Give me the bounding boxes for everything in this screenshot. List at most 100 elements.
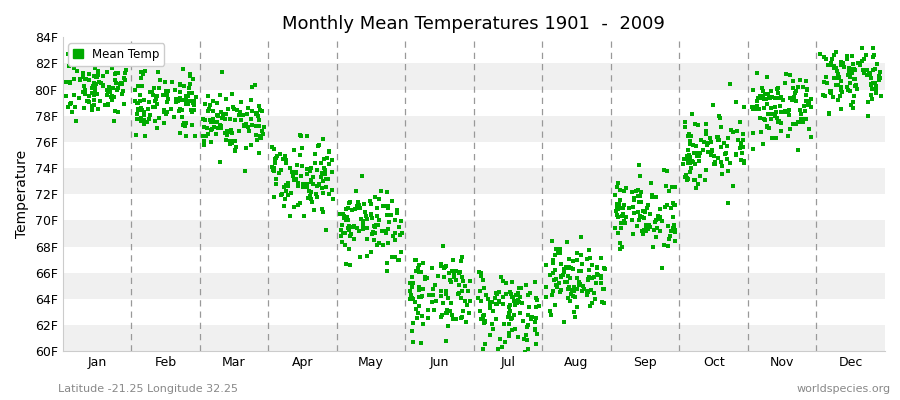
Point bbox=[614, 225, 628, 232]
Point bbox=[574, 260, 589, 267]
Point bbox=[795, 119, 809, 125]
Point bbox=[342, 227, 356, 233]
Point bbox=[684, 165, 698, 171]
Point bbox=[708, 161, 723, 167]
Point bbox=[228, 116, 242, 123]
Point bbox=[184, 122, 199, 128]
Point bbox=[758, 90, 772, 97]
Point bbox=[545, 270, 560, 276]
Point bbox=[842, 73, 857, 79]
Point bbox=[142, 89, 157, 96]
Point bbox=[477, 312, 491, 318]
Point bbox=[279, 188, 293, 194]
Point bbox=[557, 269, 572, 276]
Point bbox=[503, 302, 517, 309]
Point bbox=[384, 198, 399, 204]
Point bbox=[572, 279, 586, 286]
Point bbox=[152, 77, 166, 83]
Point bbox=[409, 256, 423, 263]
Point bbox=[827, 62, 842, 69]
Point bbox=[847, 66, 861, 72]
Point bbox=[712, 137, 726, 143]
Point bbox=[91, 71, 105, 78]
Point bbox=[733, 119, 747, 125]
Point bbox=[508, 299, 522, 305]
Y-axis label: Temperature: Temperature bbox=[15, 150, 29, 238]
Point bbox=[774, 128, 788, 134]
Point bbox=[735, 136, 750, 143]
Point bbox=[560, 265, 574, 271]
Point bbox=[499, 338, 513, 345]
Point bbox=[566, 288, 580, 295]
Point bbox=[848, 83, 862, 90]
Point bbox=[835, 88, 850, 95]
Point bbox=[610, 184, 625, 190]
Point bbox=[279, 157, 293, 164]
Point bbox=[656, 242, 670, 248]
Point bbox=[736, 160, 751, 166]
Point bbox=[561, 286, 575, 292]
Point bbox=[513, 310, 527, 316]
Point bbox=[117, 77, 131, 83]
Point bbox=[413, 340, 428, 346]
Point bbox=[342, 246, 356, 252]
Point bbox=[319, 171, 333, 177]
Point bbox=[302, 188, 316, 194]
Point bbox=[214, 109, 229, 115]
Point bbox=[734, 156, 749, 163]
Point bbox=[485, 308, 500, 314]
Point bbox=[338, 206, 353, 213]
Point bbox=[572, 281, 587, 287]
Point bbox=[554, 273, 568, 279]
Point bbox=[267, 156, 282, 162]
Point bbox=[645, 194, 660, 200]
Point bbox=[630, 222, 644, 229]
Point bbox=[729, 128, 743, 134]
Point bbox=[160, 92, 175, 98]
Point bbox=[405, 284, 419, 290]
Point bbox=[713, 115, 727, 122]
Point bbox=[244, 142, 258, 148]
Point bbox=[114, 60, 129, 67]
Point bbox=[872, 77, 886, 84]
Point bbox=[647, 226, 662, 233]
Point bbox=[681, 157, 696, 163]
Point bbox=[834, 83, 849, 90]
Bar bbox=[62, 299, 885, 325]
Point bbox=[761, 91, 776, 98]
Point bbox=[608, 208, 623, 214]
Point bbox=[768, 95, 782, 102]
Point bbox=[834, 106, 849, 112]
Point bbox=[821, 62, 835, 68]
Point bbox=[874, 93, 888, 99]
Point bbox=[616, 202, 631, 208]
Point bbox=[315, 206, 329, 212]
Point bbox=[859, 52, 873, 58]
Point bbox=[342, 233, 356, 239]
Point bbox=[85, 102, 99, 109]
Point bbox=[612, 240, 626, 246]
Point bbox=[457, 282, 472, 289]
Point bbox=[392, 232, 407, 238]
Point bbox=[845, 105, 859, 111]
Point bbox=[719, 150, 733, 156]
Point bbox=[104, 94, 118, 100]
Point bbox=[76, 70, 90, 76]
Point bbox=[864, 74, 878, 81]
Point bbox=[770, 90, 785, 96]
Point bbox=[372, 240, 386, 246]
Point bbox=[313, 174, 328, 180]
Point bbox=[485, 320, 500, 327]
Point bbox=[763, 94, 778, 101]
Point bbox=[219, 110, 233, 117]
Point bbox=[706, 102, 720, 108]
Point bbox=[420, 275, 435, 281]
Point bbox=[752, 95, 766, 101]
Point bbox=[173, 81, 187, 88]
Point bbox=[406, 320, 420, 326]
Point bbox=[136, 70, 150, 77]
Point bbox=[492, 298, 507, 305]
Point bbox=[687, 150, 701, 156]
Point bbox=[454, 258, 468, 265]
Point bbox=[335, 221, 349, 228]
